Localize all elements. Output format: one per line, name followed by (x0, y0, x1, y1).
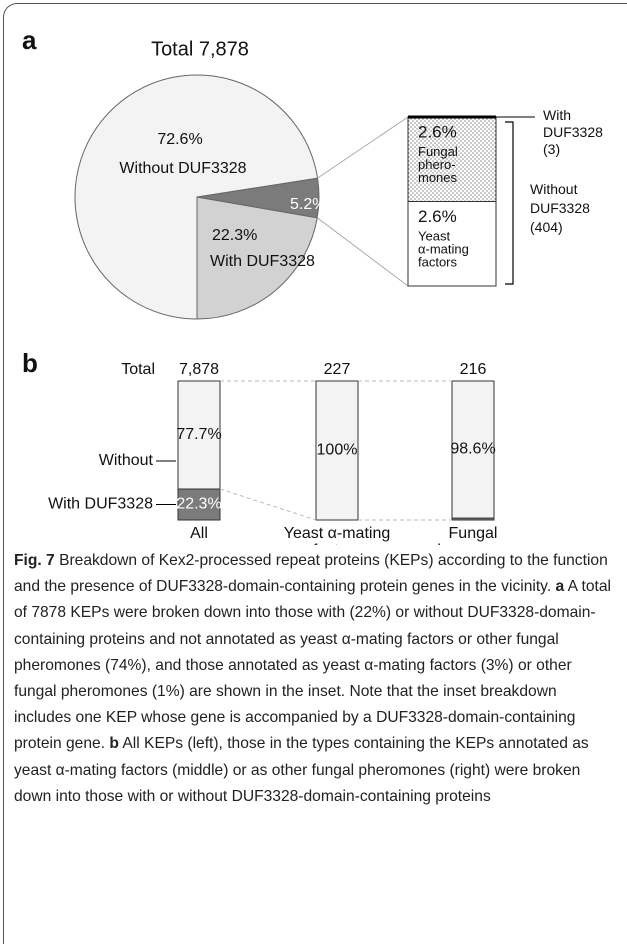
bar-segment (315, 380, 359, 521)
caption-text: All KEPs (left), those in the types cont… (14, 735, 589, 805)
page: a Total 7,878 72.6% Without DUF3328 22.3% Wit… (3, 3, 627, 944)
bar-segment (177, 488, 221, 521)
bar-value-label: 22.3% (176, 496, 221, 513)
pie-title: Total 7,878 (151, 38, 249, 60)
panel-label: b (22, 348, 38, 378)
caption-label: b (109, 735, 119, 753)
pie-slice (196, 196, 318, 320)
legend-label: Without (99, 452, 154, 469)
inset-value-label: 2.6% (418, 122, 457, 141)
inset-connector (317, 116, 409, 179)
inset-connector (316, 217, 409, 287)
inset-annotation: Without DUF3328 (404) (530, 181, 590, 235)
total-label: Total (121, 361, 155, 378)
legend-label: With DUF3328 (48, 496, 153, 513)
bar-segment (177, 380, 221, 490)
inset-value-label: 2.6% (418, 207, 457, 226)
inset-label: Yeast α-mating factors (418, 229, 469, 270)
slice-label: Without DUF3328 (119, 160, 246, 177)
connector (219, 488, 317, 521)
caption-text: A total of 7878 KEPs were broken down in… (14, 578, 611, 753)
bar-value-label: 98.6% (450, 441, 495, 458)
x-category-label: All (190, 525, 208, 542)
x-category-label: Fungalpheromones (429, 525, 518, 545)
panel-label: a (22, 25, 37, 55)
caption-label: a (555, 578, 565, 596)
slice-label: With DUF3328 (210, 253, 315, 270)
caption-label: Fig. 7 (14, 552, 55, 569)
inset-bracket (505, 121, 514, 285)
inset-annotation: With DUF3328 (3) (543, 107, 603, 157)
figure: a Total 7,878 72.6% Without DUF3328 22.3% Wit… (22, 25, 603, 545)
inset-segment (407, 201, 497, 287)
caption-text: Breakdown of Kex2-processed repeat prote… (14, 552, 608, 596)
slice-value-label: 72.6% (157, 131, 202, 148)
bar-total: 7,878 (179, 361, 219, 378)
bar-value-label: 77.7% (176, 426, 221, 443)
slice-value-label: 22.3% (212, 227, 257, 244)
bar-total: 216 (460, 361, 487, 378)
bar-segment (451, 380, 495, 519)
slice-value-label: 5.2% (290, 196, 326, 213)
inset-label: Fungal phero-mones (418, 144, 458, 185)
figure-caption: Fig. 7 Breakdown of Kex2-processed repea… (14, 548, 614, 810)
pie-slice (74, 74, 319, 320)
bar-value-label: 100% (317, 442, 358, 459)
figure-frame (3, 3, 627, 944)
bar-total: 227 (324, 361, 351, 378)
